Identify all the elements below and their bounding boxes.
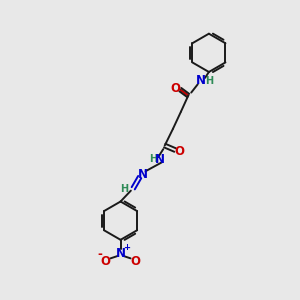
Text: O: O bbox=[100, 255, 110, 268]
Text: N: N bbox=[196, 74, 206, 87]
Text: N: N bbox=[116, 247, 126, 260]
Text: H: H bbox=[205, 76, 213, 86]
Text: +: + bbox=[123, 243, 130, 252]
Text: H: H bbox=[120, 184, 128, 194]
Text: N: N bbox=[138, 168, 148, 181]
Text: O: O bbox=[131, 255, 141, 268]
Text: O: O bbox=[170, 82, 180, 95]
Text: -: - bbox=[97, 248, 102, 261]
Text: N: N bbox=[155, 153, 165, 166]
Text: H: H bbox=[149, 154, 157, 164]
Text: O: O bbox=[174, 145, 184, 158]
